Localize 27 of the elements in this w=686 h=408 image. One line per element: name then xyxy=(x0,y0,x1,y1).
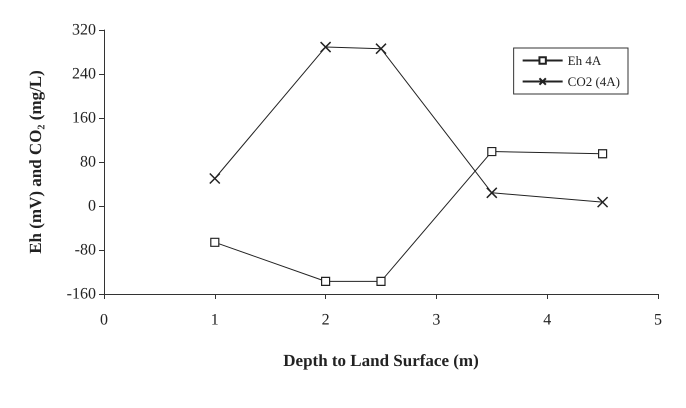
y-tick-label: 160 xyxy=(72,110,96,126)
y-axis-title: Eh (mV) and CO₂ (mg/L) xyxy=(26,70,45,254)
y-tick-label: -80 xyxy=(74,242,96,258)
x-tick-label: 3 xyxy=(432,312,440,328)
point xyxy=(487,146,496,156)
x-axis-title: Depth to Land Surface (m) xyxy=(283,351,479,370)
legend-label: CO2 (4A) xyxy=(568,74,620,89)
point xyxy=(320,41,332,53)
point xyxy=(376,276,386,286)
point xyxy=(598,149,608,158)
point xyxy=(375,42,387,54)
y-tick-label: -160 xyxy=(66,286,96,302)
y-tick-label: 240 xyxy=(72,66,96,82)
x-tick-label: 5 xyxy=(654,312,662,328)
y-tick-label: 0 xyxy=(88,198,96,214)
y-tick-label: 320 xyxy=(72,22,96,38)
point xyxy=(210,238,220,247)
x-tick-label: 4 xyxy=(543,312,552,328)
x-tick-label: 1 xyxy=(210,312,219,328)
point xyxy=(486,187,498,199)
point xyxy=(321,276,330,286)
point xyxy=(209,172,221,184)
y-tick-label: 80 xyxy=(80,154,96,170)
point xyxy=(596,196,608,208)
legend-label: Eh 4A xyxy=(568,53,602,68)
x-tick-label: 2 xyxy=(322,312,330,328)
x-tick-label: 0 xyxy=(100,312,108,328)
